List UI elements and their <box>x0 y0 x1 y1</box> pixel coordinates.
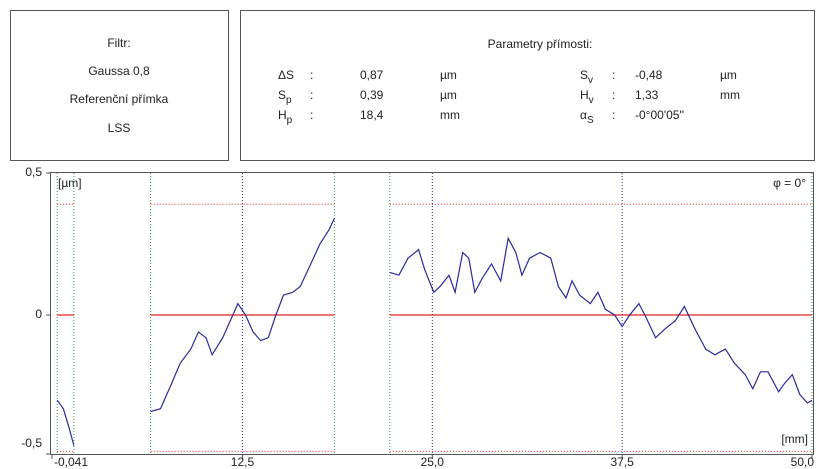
parameter-colon: : <box>612 88 615 102</box>
symbol: α <box>580 108 587 122</box>
parameter-value: -0°00'05'' <box>635 108 684 122</box>
parameter-symbol: αS <box>580 108 594 125</box>
symbol-subscript: v <box>588 75 593 86</box>
filter-line: Referenční přímka <box>70 92 169 106</box>
parameter-unit: µm <box>720 68 737 82</box>
symbol: ΔS <box>278 68 294 82</box>
parameter-value: -0,48 <box>635 68 663 82</box>
parameters-title: Parametry přímosti: <box>488 37 593 51</box>
annotation: φ = 0° <box>773 176 806 190</box>
symbol-subscript: v <box>589 95 594 106</box>
parameter-value: 0,39 <box>360 88 384 102</box>
parameters-panel <box>240 10 815 161</box>
x-tick-label: -0,041 <box>54 455 88 469</box>
y-tick-label: -0,5 <box>21 436 42 450</box>
x-tick-label: 25,0 <box>421 455 445 469</box>
filter-line: LSS <box>108 121 131 135</box>
parameter-unit: mm <box>720 88 740 102</box>
symbol-subscript: p <box>286 95 292 106</box>
filter-line: Gaussa 0,8 <box>88 64 150 78</box>
symbol: S <box>278 88 286 102</box>
parameter-symbol: ΔS <box>278 68 294 82</box>
symbol-subscript: S <box>587 115 594 126</box>
y-axis-label: [µm] <box>58 176 82 190</box>
parameter-colon: : <box>310 88 313 102</box>
filter-panel <box>10 10 229 161</box>
parameter-colon: : <box>310 108 313 122</box>
y-tick-label: 0,5 <box>25 165 42 179</box>
symbol: S <box>580 68 588 82</box>
symbol: H <box>580 88 589 102</box>
y-tick-label: 0 <box>35 307 42 321</box>
parameter-unit: µm <box>440 88 457 102</box>
parameter-symbol: Sv <box>580 68 593 85</box>
x-axis-label: [mm] <box>781 432 808 446</box>
symbol: H <box>278 108 287 122</box>
plot: 0,5 0 -0,5 -0,041 12,5 25,0 37,5 50,0 [µm] [mm] φ … <box>21 165 814 469</box>
parameter-colon: : <box>612 68 615 82</box>
parameter-symbol: Hp <box>278 108 293 125</box>
x-tick-label: 50,0 <box>791 455 815 469</box>
parameter-unit: µm <box>440 68 457 82</box>
parameter-colon: : <box>612 108 615 122</box>
parameter-unit: mm <box>440 108 460 122</box>
profile-line <box>56 218 813 446</box>
parameter-value: 1,33 <box>635 88 659 102</box>
parameter-symbol: Sp <box>278 88 292 105</box>
plot-frame <box>50 172 814 455</box>
parameter-value: 18,4 <box>360 108 384 122</box>
filter-line: Filtr: <box>107 36 130 50</box>
x-tick-label: 12,5 <box>231 455 255 469</box>
x-tick-label: 37,5 <box>610 455 634 469</box>
parameter-colon: : <box>310 68 313 82</box>
parameter-symbol: Hv <box>580 88 594 105</box>
symbol-subscript: p <box>287 115 293 126</box>
parameter-value: 0,87 <box>360 68 384 82</box>
